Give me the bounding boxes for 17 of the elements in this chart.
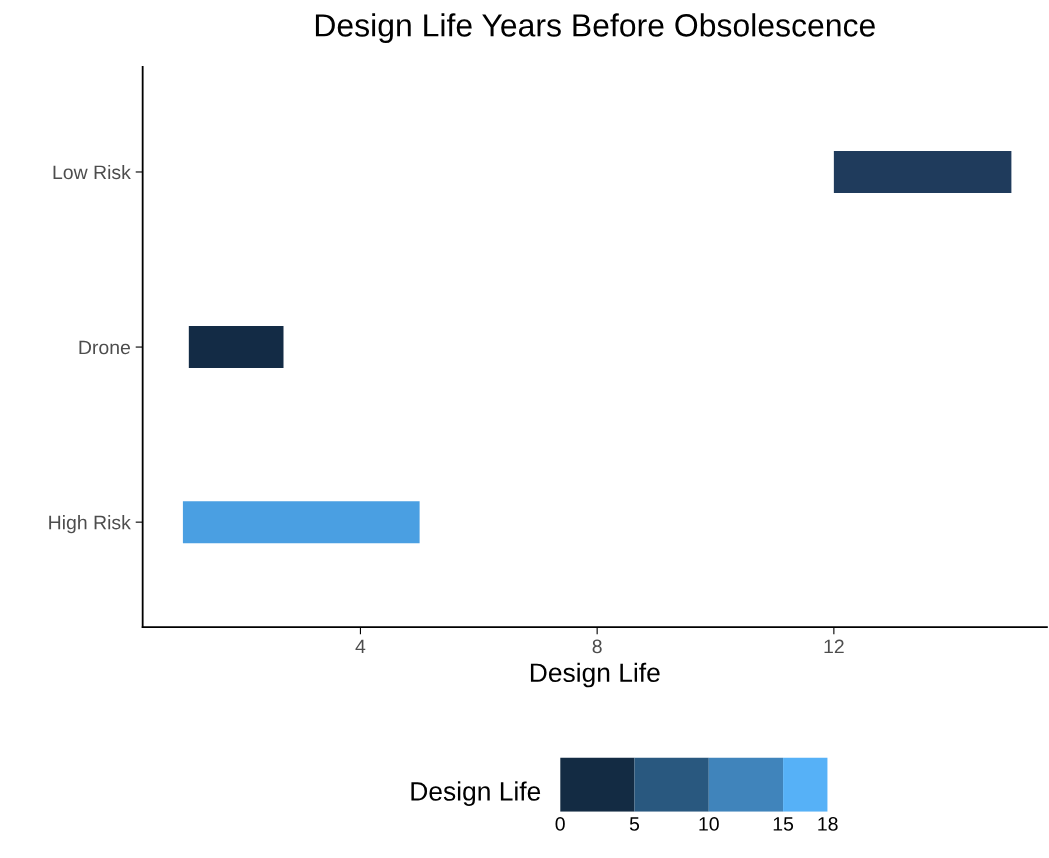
- chart-title: Design Life Years Before Obsolescence: [315, 13, 875, 43]
- color-bar-title: Design Life: [411, 781, 541, 806]
- bar: [188, 326, 284, 369]
- color-bar-label: 15: [773, 817, 794, 831]
- y-tick-label: Low Risk: [53, 164, 131, 180]
- color-bar-label: 18: [818, 817, 838, 831]
- x-tick-label: 4: [355, 639, 366, 654]
- y-tick-label: Drone: [79, 340, 130, 355]
- x-axis-title: Design Life: [530, 662, 660, 688]
- x-tick-label: 12: [824, 639, 844, 654]
- color-bar-label: 0: [555, 817, 565, 831]
- y-tick-label: High Risk: [49, 515, 131, 534]
- x-tick-label: 8: [592, 639, 602, 654]
- bar: [182, 501, 420, 544]
- color-bar-label: 10: [699, 817, 719, 831]
- bar: [833, 150, 1012, 193]
- color-bar-label: 5: [629, 817, 640, 831]
